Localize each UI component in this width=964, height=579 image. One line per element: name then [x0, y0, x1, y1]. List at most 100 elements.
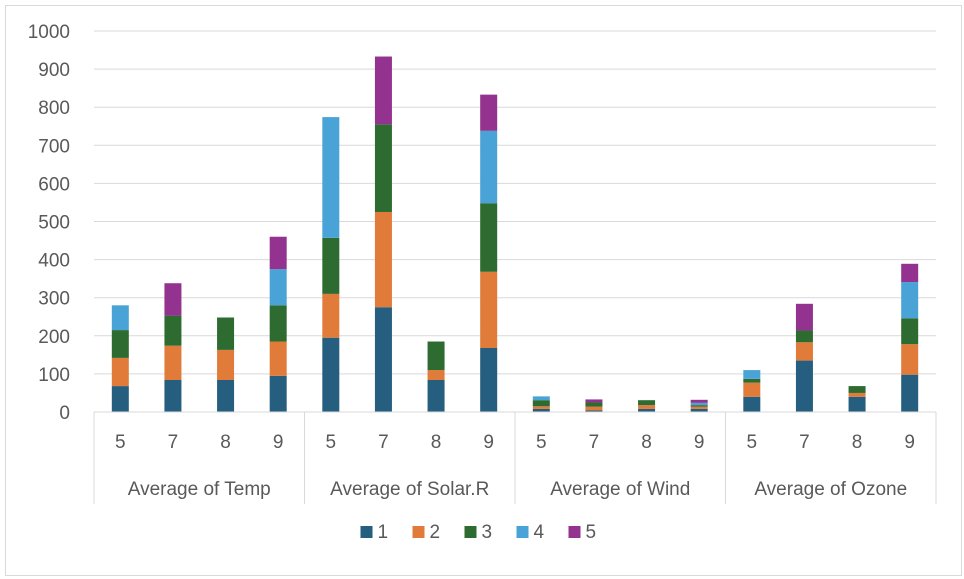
bar-segment-series-5 — [690, 399, 708, 403]
bar-segment-series-2 — [374, 211, 392, 308]
legend-swatch-1 — [360, 526, 373, 538]
bar-segment-series-2 — [585, 406, 603, 411]
bar-segment-series-1 — [217, 379, 235, 412]
x-tick-label: 9 — [483, 432, 494, 453]
legend: 1 2 3 4 5 — [360, 522, 597, 543]
bar-segment-series-4 — [322, 117, 340, 238]
bar-segment-series-3 — [743, 378, 761, 383]
legend-label: 4 — [534, 522, 545, 543]
x-tick-label: 5 — [536, 432, 547, 453]
bar-segment-series-2 — [638, 405, 656, 409]
bar-segment-series-3 — [111, 330, 129, 358]
legend-label: 3 — [482, 522, 493, 543]
bar-segment-series-4 — [743, 370, 761, 379]
bar-segment-series-3 — [638, 400, 656, 406]
bar-segment-series-1 — [690, 408, 708, 412]
bar-segment-series-5 — [374, 56, 392, 125]
group-label: Average of Temp — [128, 479, 271, 500]
bar-segment-series-2 — [322, 293, 340, 338]
bar-segment-series-1 — [322, 337, 340, 412]
x-tick-label: 9 — [904, 432, 915, 453]
bar-segment-series-1 — [480, 347, 498, 412]
bar-segment-series-2 — [269, 341, 287, 376]
bar-segment-series-3 — [901, 318, 919, 345]
legend-swatch-5 — [568, 526, 581, 538]
y-tick-label: 200 — [38, 327, 70, 348]
y-tick-label: 100 — [38, 365, 70, 386]
bar-segment-series-3 — [532, 400, 550, 407]
x-tick-label: 8 — [852, 432, 863, 453]
legend-label: 1 — [378, 522, 389, 543]
bar-segment-series-2 — [848, 392, 866, 397]
bar-segment-series-2 — [427, 370, 445, 380]
y-tick-label: 500 — [38, 213, 70, 234]
bar-segment-series-1 — [111, 386, 129, 412]
bar-segment-series-1 — [901, 374, 919, 412]
bar-segment-series-5 — [585, 399, 603, 403]
x-tick-label: 7 — [799, 432, 810, 453]
stacked-bar-chart: 0 100 200 300 400 500 600 700 800 900 1000 5 7 8 9 Ave… — [28, 22, 937, 543]
bar-segment-series-1 — [848, 396, 866, 412]
x-tick-label: 5 — [115, 432, 126, 453]
x-tick-label: 5 — [747, 432, 758, 453]
group-label: Average of Solar.R — [330, 479, 489, 500]
bar-segment-series-2 — [480, 271, 498, 348]
bar-segment-series-3 — [585, 402, 603, 407]
bar-segment-series-4 — [269, 269, 287, 306]
y-axis-tick-labels: 0 100 200 300 400 500 600 700 800 900 1000 — [28, 22, 70, 424]
bar-segment-series-2 — [690, 406, 708, 409]
bar-segment-series-5 — [164, 283, 182, 316]
bar-segment-series-1 — [532, 408, 550, 412]
legend-swatch-2 — [412, 526, 425, 538]
bar-segment-series-1 — [269, 375, 287, 412]
chart-frame: 0 100 200 300 400 500 600 700 800 900 1000 5 7 8 9 Ave… — [5, 5, 962, 576]
legend-label: 5 — [586, 522, 597, 543]
bar-segment-series-4 — [111, 305, 129, 331]
x-tick-label: 9 — [694, 432, 705, 453]
bar-segment-series-5 — [480, 94, 498, 131]
x-tick-label: 5 — [326, 432, 337, 453]
bar-segment-series-3 — [217, 317, 235, 350]
group-label: Average of Wind — [550, 479, 690, 500]
y-tick-label: 300 — [38, 289, 70, 310]
bar-segment-series-3 — [322, 237, 340, 294]
bar-segment-series-3 — [427, 341, 445, 371]
bar-segment-series-2 — [743, 382, 761, 397]
bar-segment-series-1 — [743, 396, 761, 412]
bar-segment-series-4 — [901, 282, 919, 319]
bars — [111, 56, 919, 412]
bar-segment-series-4 — [480, 130, 498, 204]
bar-segment-series-5 — [795, 303, 813, 331]
legend-swatch-4 — [516, 526, 529, 538]
bar-segment-series-3 — [690, 405, 708, 407]
bar-segment-series-1 — [638, 408, 656, 412]
gridlines — [94, 30, 936, 375]
bar-segment-series-2 — [532, 406, 550, 409]
bar-segment-series-2 — [795, 342, 813, 361]
x-tick-label: 9 — [273, 432, 284, 453]
x-tick-label: 7 — [378, 432, 389, 453]
x-tick-label: 8 — [641, 432, 652, 453]
x-tick-label: 8 — [220, 432, 231, 453]
y-tick-label: 400 — [38, 251, 70, 272]
bar-segment-series-3 — [269, 305, 287, 342]
bar-segment-series-1 — [585, 410, 603, 412]
x-tick-label: 7 — [168, 432, 179, 453]
bar-segment-series-1 — [795, 360, 813, 412]
legend-label: 2 — [430, 522, 441, 543]
bar-segment-series-2 — [164, 345, 182, 380]
y-tick-label: 700 — [38, 136, 70, 157]
bar-segment-series-1 — [374, 307, 392, 412]
bar-segment-series-2 — [901, 344, 919, 375]
y-tick-label: 0 — [59, 403, 70, 424]
bar-segment-series-2 — [217, 349, 235, 380]
y-tick-label: 1000 — [28, 22, 70, 43]
bar-segment-series-3 — [374, 124, 392, 212]
y-tick-label: 900 — [38, 60, 70, 81]
bar-segment-series-4 — [532, 396, 550, 401]
bar-segment-series-3 — [164, 315, 182, 346]
bar-segment-series-3 — [795, 330, 813, 343]
group-label: Average of Ozone — [754, 479, 907, 500]
y-tick-label: 800 — [38, 98, 70, 119]
bar-segment-series-5 — [901, 263, 919, 283]
